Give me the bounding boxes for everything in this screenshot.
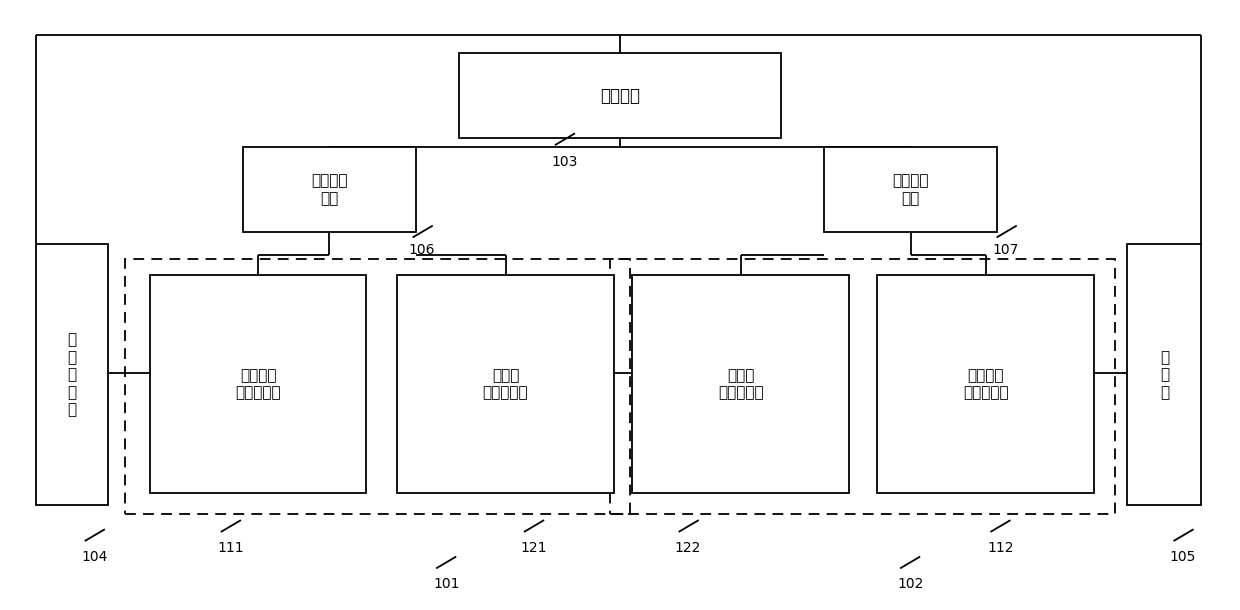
Text: 103: 103 <box>551 156 578 170</box>
Bar <box>610 259 1115 514</box>
Bar <box>459 53 781 138</box>
Text: 121: 121 <box>520 541 547 555</box>
Text: 112: 112 <box>988 541 1014 555</box>
Bar <box>878 274 1094 493</box>
Text: 102: 102 <box>898 577 924 591</box>
Text: 第一选择
模块: 第一选择 模块 <box>311 173 347 206</box>
Text: 105: 105 <box>1169 550 1197 564</box>
Text: 122: 122 <box>675 541 702 555</box>
Bar <box>36 244 108 505</box>
Bar <box>825 147 997 232</box>
Bar <box>150 274 366 493</box>
Bar <box>243 147 415 232</box>
Text: 子射频
同轴连接器: 子射频 同轴连接器 <box>482 368 528 400</box>
Text: 测
试
仪: 测 试 仪 <box>1159 350 1169 400</box>
Text: 第二射频
同轴连接器: 第二射频 同轴连接器 <box>962 368 1008 400</box>
Text: 106: 106 <box>409 243 435 257</box>
Text: 控制模块: 控制模块 <box>600 87 640 104</box>
Bar <box>632 274 849 493</box>
Bar <box>125 259 630 514</box>
Text: 101: 101 <box>434 577 460 591</box>
Text: 107: 107 <box>993 243 1019 257</box>
Text: 信
号
发
生
器: 信 号 发 生 器 <box>67 332 77 417</box>
Bar <box>1127 244 1202 505</box>
Text: 第一射频
同轴连接器: 第一射频 同轴连接器 <box>236 368 281 400</box>
Text: 第二选择
模块: 第二选择 模块 <box>893 173 929 206</box>
Bar <box>397 274 614 493</box>
Text: 111: 111 <box>217 541 243 555</box>
Text: 子射频
同轴连接器: 子射频 同轴连接器 <box>718 368 764 400</box>
Text: 104: 104 <box>81 550 108 564</box>
